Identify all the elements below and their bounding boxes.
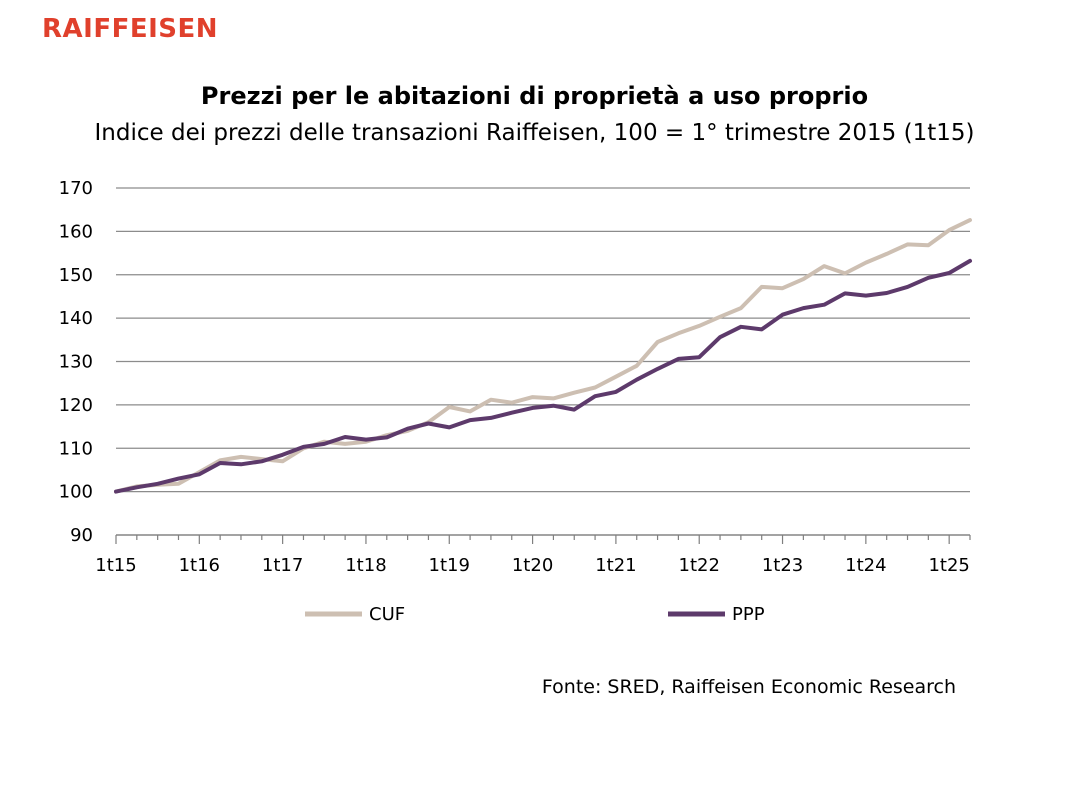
y-tick-label: 130: [59, 352, 93, 373]
y-tick-label: 170: [59, 178, 93, 199]
series-line-cuf: [114, 218, 972, 494]
x-tick-label: 1t24: [845, 555, 886, 576]
x-tick-label: 1t19: [429, 555, 470, 576]
series-lines: [114, 218, 972, 494]
x-axis: 1t15 1t16 1t17 1t18 1t19 1t20 1t21 1t22 1t23 1t24…: [95, 534, 971, 576]
x-tick-label: 1t20: [512, 555, 553, 576]
x-tick-label: 1t18: [345, 555, 386, 576]
x-tick-label: 1t17: [262, 555, 303, 576]
y-axis-ticks: 90 100 110 120 130 140 150 160 170: [59, 178, 93, 546]
chart-title: Prezzi per le abitazioni di proprietà a …: [200, 82, 869, 110]
raiffeisen-logo: RAIFFEISEN: [42, 14, 219, 44]
legend-label-ppp: PPP: [732, 604, 765, 625]
series-line-ppp: [114, 258, 972, 494]
legend: CUF PPP: [305, 604, 765, 625]
x-tick-label: 1t16: [179, 555, 220, 576]
legend-label-cuf: CUF: [369, 604, 405, 625]
y-tick-label: 90: [70, 525, 93, 546]
y-tick-label: 140: [59, 308, 93, 329]
y-tick-label: 100: [59, 482, 93, 503]
y-tick-label: 150: [59, 265, 93, 286]
x-tick-label: 1t21: [595, 555, 636, 576]
x-tick-label: 1t25: [928, 555, 969, 576]
y-tick-label: 120: [59, 395, 93, 416]
x-tick-label: 1t23: [762, 555, 803, 576]
source-note: Fonte: SRED, Raiffeisen Economic Researc…: [541, 676, 956, 698]
x-tick-label: 1t15: [95, 555, 136, 576]
y-tick-label: 160: [59, 221, 93, 242]
grid-lines: [116, 187, 970, 536]
y-tick-label: 110: [59, 438, 93, 459]
x-tick-label: 1t22: [679, 555, 720, 576]
chart-subtitle: Indice dei prezzi delle transazioni Raif…: [94, 120, 975, 146]
